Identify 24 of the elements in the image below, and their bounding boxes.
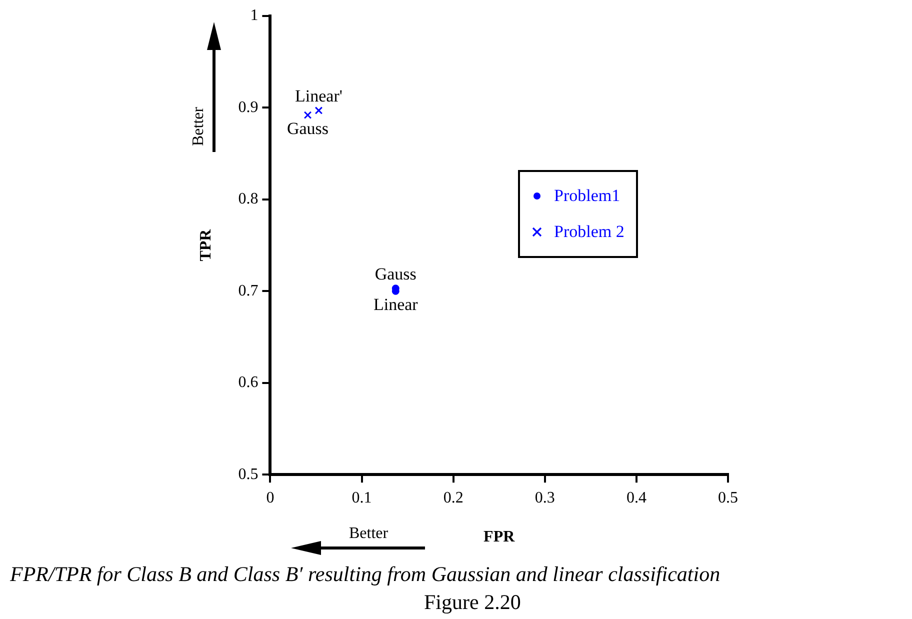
text: FPR/TPR for Class B and Class B′ resulting from Gaussian and linear classification xyxy=(10,562,720,587)
y-tick-label: 0.6 xyxy=(238,374,258,392)
y-tick-label: 0.9 xyxy=(238,98,258,116)
x-tick-label: 0.2 xyxy=(443,489,464,506)
caption: Figure 2.20 xyxy=(424,590,521,615)
y-tick-label: 0.8 xyxy=(238,190,258,208)
annotation: Gauss xyxy=(374,264,416,284)
y-tick-label: 0.7 xyxy=(238,282,258,300)
x-tick-label: 0.1 xyxy=(352,489,372,506)
annotation: Linear' xyxy=(295,86,342,106)
annotation: Gauss xyxy=(286,119,329,138)
y-tick-label: 1 xyxy=(250,7,258,24)
annotation: Linear xyxy=(373,295,418,314)
y-axis-title: TPR xyxy=(198,228,215,262)
legend-label: Problem 2 xyxy=(554,222,624,242)
x-tick-label: 0.4 xyxy=(626,489,646,506)
x-tick-label: 0.3 xyxy=(534,489,555,506)
text: Better xyxy=(349,525,388,543)
x-tick-label: 0 xyxy=(266,489,274,506)
x-tick-label: 0.5 xyxy=(718,489,738,506)
text: Better xyxy=(190,106,208,146)
y-tick-label: 0.5 xyxy=(238,466,258,483)
legend-label: Problem1 xyxy=(554,186,620,206)
x-axis-title: FPR xyxy=(484,528,516,546)
